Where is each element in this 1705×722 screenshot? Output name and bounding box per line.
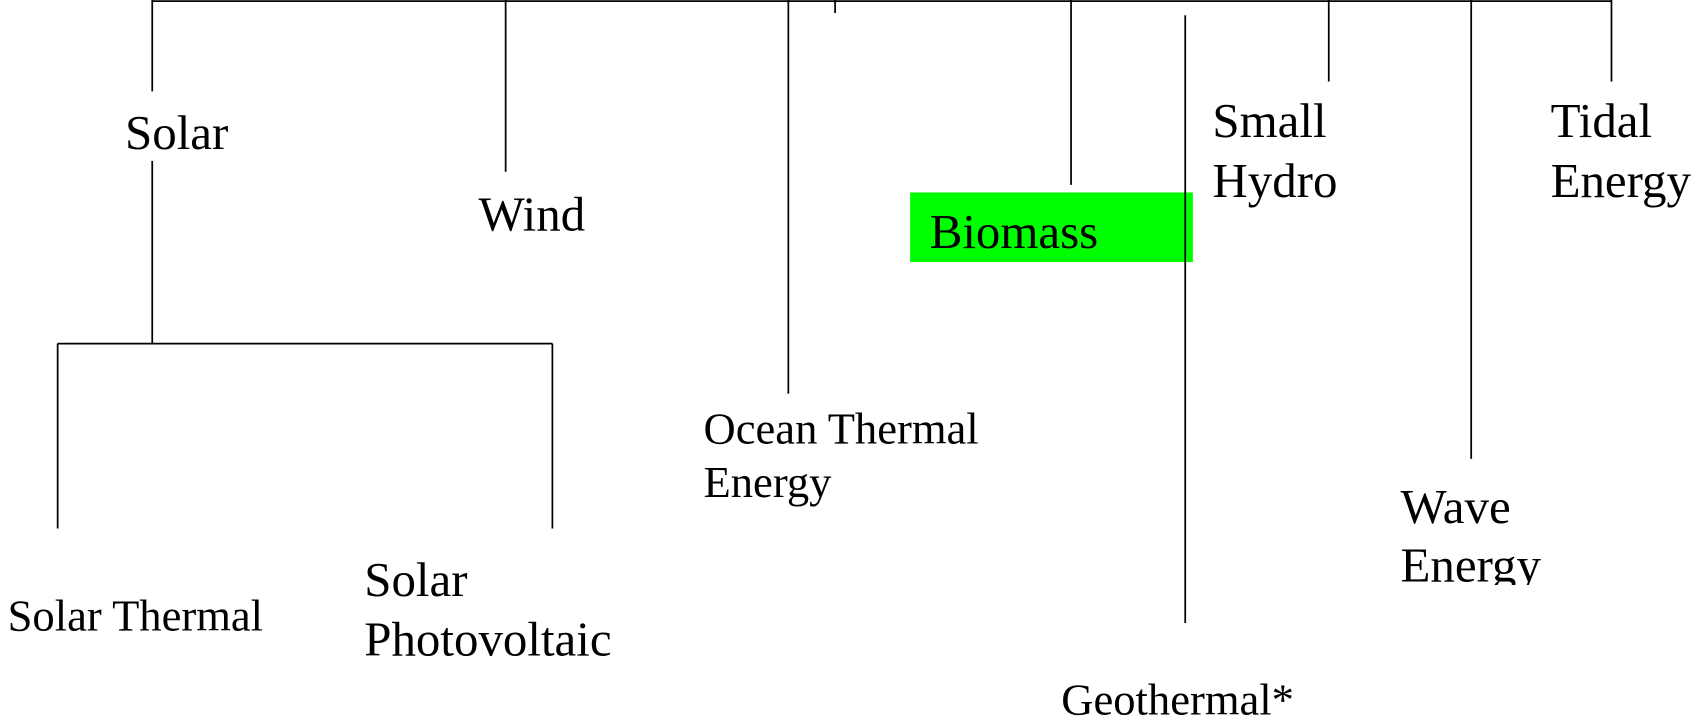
connectors — [56, 0, 1613, 529]
node-label: Solar — [125, 105, 228, 160]
node-label: Biomass — [930, 204, 1099, 259]
node-label: Tidal Energy — [1551, 93, 1692, 208]
label-line: Photovoltaic — [364, 612, 611, 667]
node-label: Geothermal* — [1061, 674, 1294, 722]
label-line: Ocean Thermal — [704, 404, 979, 454]
node-label: Solar Photovoltaic — [364, 552, 611, 667]
node-label: Wind — [478, 187, 585, 242]
label-line: Tidal — [1551, 93, 1653, 148]
label-line: Small — [1212, 93, 1326, 148]
label-line: Energy — [1401, 538, 1542, 593]
wave-clip — [1391, 584, 1566, 618]
label-line: Energy — [704, 457, 833, 507]
label-line: Wave — [1401, 479, 1511, 534]
biomass-highlight — [910, 192, 1193, 263]
node-label: Wave Energy — [1401, 479, 1542, 593]
label-line: Hydro — [1212, 153, 1337, 208]
label-line: Energy — [1551, 153, 1692, 208]
node-label: Solar Thermal — [8, 591, 263, 641]
node-label: Ocean Thermal Energy — [704, 404, 979, 507]
label-line: Solar — [364, 552, 467, 607]
node-label: Small Hydro — [1212, 93, 1337, 208]
